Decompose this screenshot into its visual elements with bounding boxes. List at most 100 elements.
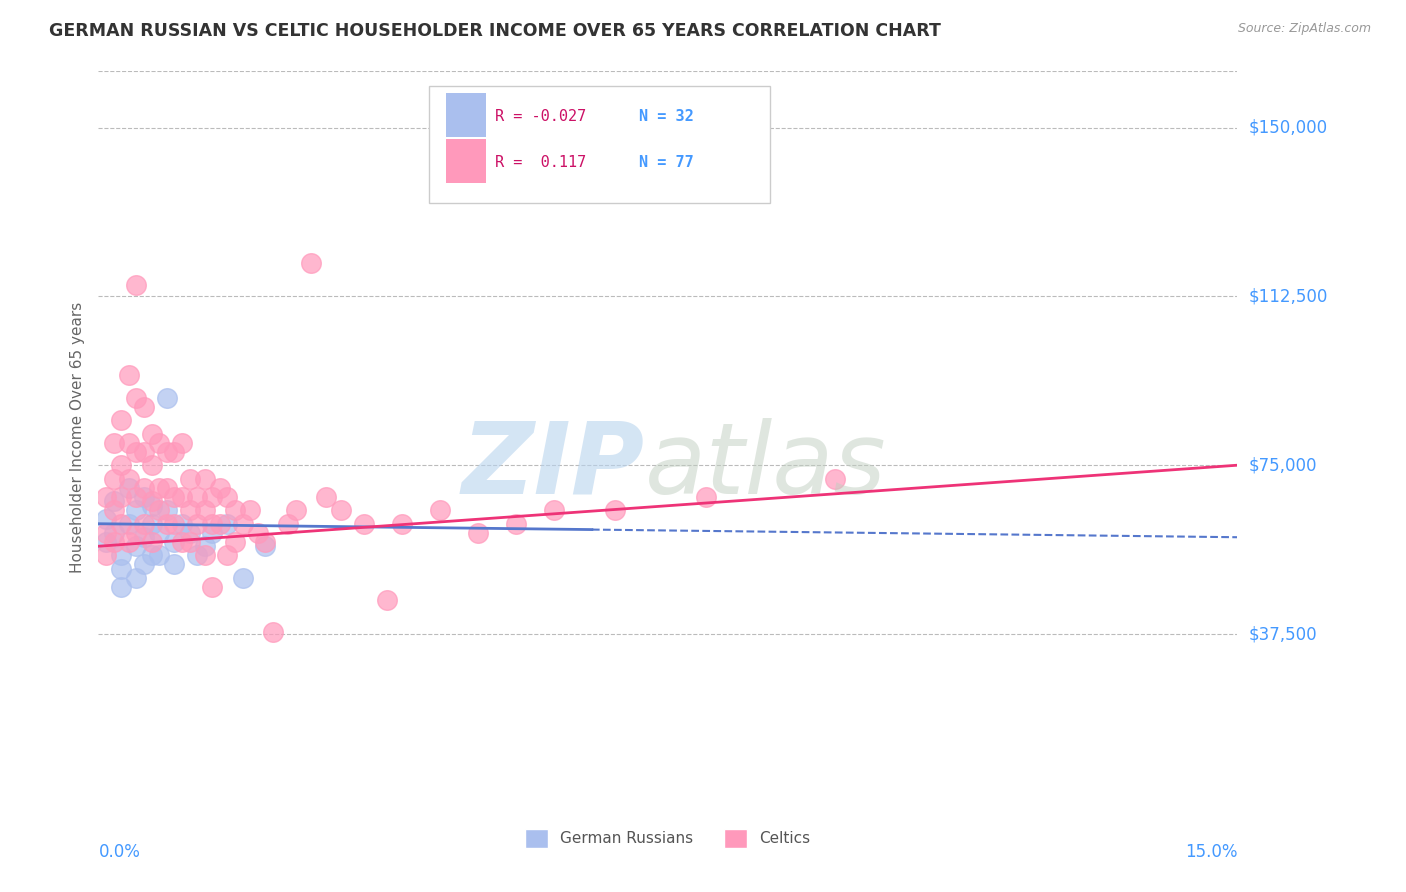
Point xyxy=(163,534,186,549)
Point xyxy=(156,444,179,458)
Legend: German Russians, Celtics: German Russians, Celtics xyxy=(519,822,817,854)
Point xyxy=(156,391,179,405)
Point xyxy=(299,255,322,269)
Text: $75,000: $75,000 xyxy=(1249,456,1317,475)
Point xyxy=(110,548,132,562)
Point xyxy=(125,391,148,405)
Point xyxy=(132,444,155,458)
Point xyxy=(170,490,193,504)
Point xyxy=(156,481,179,495)
Point xyxy=(141,499,163,513)
Point xyxy=(208,516,231,531)
Point xyxy=(543,503,565,517)
Point xyxy=(118,481,141,495)
Point xyxy=(125,571,148,585)
Point xyxy=(262,624,284,639)
Point xyxy=(201,516,224,531)
Point xyxy=(186,516,208,531)
FancyBboxPatch shape xyxy=(429,86,770,203)
Point xyxy=(103,494,125,508)
Text: 15.0%: 15.0% xyxy=(1185,843,1237,861)
Point xyxy=(118,534,141,549)
Point xyxy=(103,435,125,450)
Point xyxy=(110,458,132,473)
Point xyxy=(132,400,155,414)
Point xyxy=(170,516,193,531)
Point xyxy=(103,503,125,517)
Point xyxy=(201,580,224,594)
Point xyxy=(132,530,155,544)
Point xyxy=(224,534,246,549)
Point xyxy=(429,503,451,517)
Text: R =  0.117: R = 0.117 xyxy=(495,155,586,170)
Point xyxy=(94,548,117,562)
Point xyxy=(239,503,262,517)
Point xyxy=(110,516,132,531)
Text: 0.0%: 0.0% xyxy=(98,843,141,861)
Point xyxy=(208,481,231,495)
Point xyxy=(194,503,217,517)
Point xyxy=(148,525,170,540)
Point xyxy=(217,516,239,531)
Point xyxy=(141,426,163,441)
Point xyxy=(179,525,201,540)
Point xyxy=(125,539,148,553)
Point xyxy=(201,490,224,504)
Point xyxy=(163,490,186,504)
Y-axis label: Householder Income Over 65 years: Householder Income Over 65 years xyxy=(69,301,84,573)
Text: atlas: atlas xyxy=(645,417,887,515)
Point xyxy=(103,525,125,540)
Point xyxy=(125,525,148,540)
Point xyxy=(141,458,163,473)
Point xyxy=(110,490,132,504)
Point xyxy=(467,525,489,540)
Point xyxy=(148,503,170,517)
Point xyxy=(94,534,117,549)
Point xyxy=(125,278,148,293)
Point xyxy=(94,525,117,540)
Point xyxy=(125,503,148,517)
Point xyxy=(179,534,201,549)
Point xyxy=(284,503,307,517)
Point xyxy=(156,516,179,531)
Point xyxy=(179,472,201,486)
Point xyxy=(141,548,163,562)
Text: GERMAN RUSSIAN VS CELTIC HOUSEHOLDER INCOME OVER 65 YEARS CORRELATION CHART: GERMAN RUSSIAN VS CELTIC HOUSEHOLDER INC… xyxy=(49,22,941,40)
Point xyxy=(217,490,239,504)
Point xyxy=(353,516,375,531)
Point xyxy=(148,548,170,562)
Point xyxy=(194,472,217,486)
Point xyxy=(141,494,163,508)
Point xyxy=(141,516,163,531)
Point xyxy=(148,481,170,495)
Point xyxy=(391,516,413,531)
Point xyxy=(103,472,125,486)
Point xyxy=(201,525,224,540)
Point xyxy=(254,539,277,553)
Point xyxy=(163,558,186,572)
Point xyxy=(186,490,208,504)
Point xyxy=(110,413,132,427)
Point xyxy=(110,580,132,594)
Point xyxy=(254,534,277,549)
Point xyxy=(186,548,208,562)
Point xyxy=(94,512,117,526)
Point xyxy=(132,516,155,531)
Text: Source: ZipAtlas.com: Source: ZipAtlas.com xyxy=(1237,22,1371,36)
Point xyxy=(194,548,217,562)
Point xyxy=(170,534,193,549)
Text: N = 32: N = 32 xyxy=(640,109,695,124)
Point xyxy=(505,516,527,531)
Point xyxy=(125,490,148,504)
Point xyxy=(375,593,398,607)
Point xyxy=(194,539,217,553)
Point xyxy=(118,516,141,531)
Point xyxy=(163,444,186,458)
Point xyxy=(315,490,337,504)
Point xyxy=(118,435,141,450)
FancyBboxPatch shape xyxy=(446,94,485,137)
Point xyxy=(163,516,186,531)
Point xyxy=(232,516,254,531)
FancyBboxPatch shape xyxy=(446,139,485,183)
Point xyxy=(179,503,201,517)
